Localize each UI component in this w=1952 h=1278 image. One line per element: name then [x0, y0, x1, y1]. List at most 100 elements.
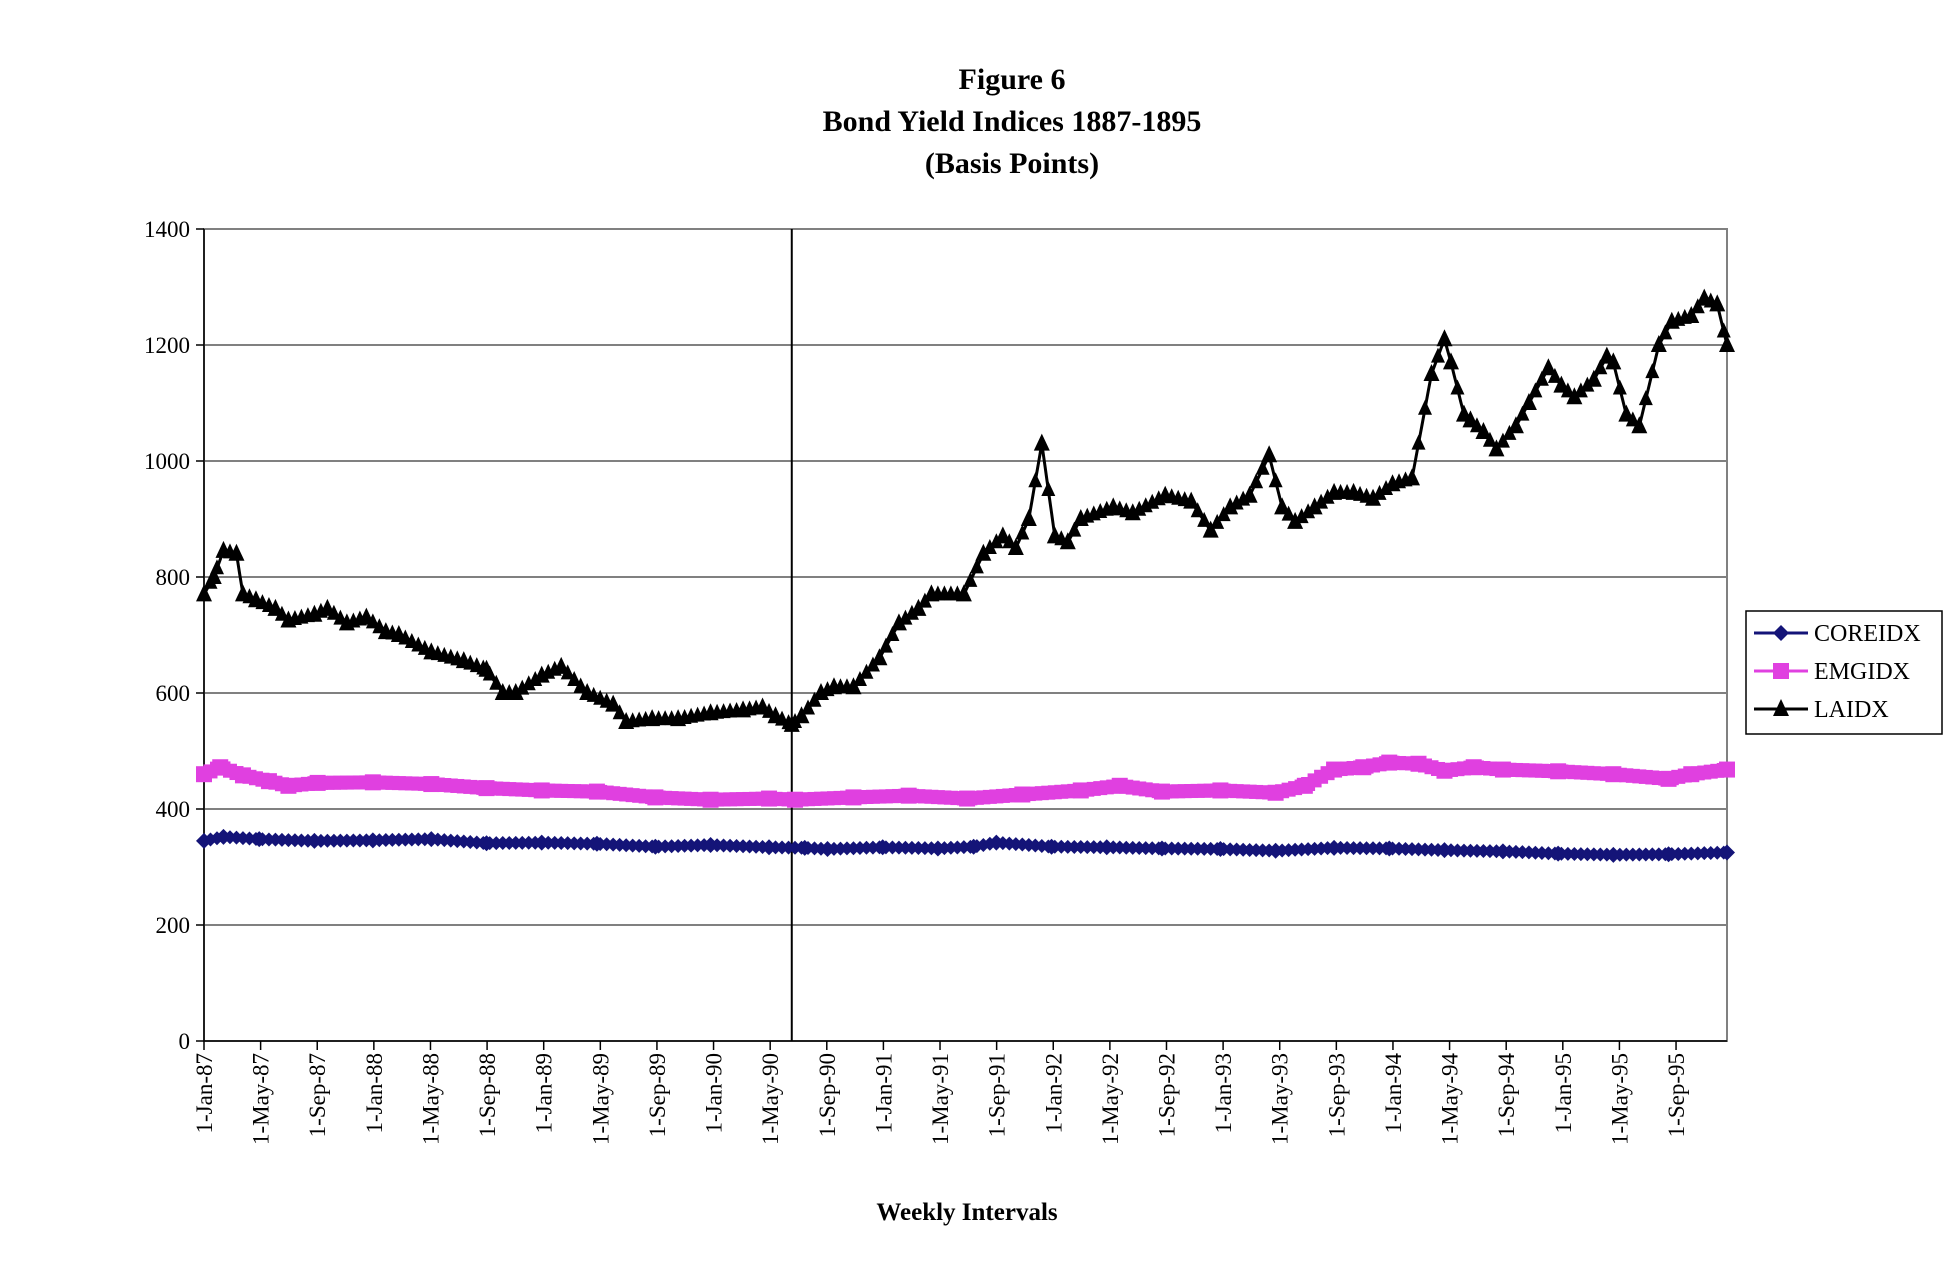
data-point	[1072, 782, 1089, 799]
data-point	[1202, 520, 1219, 538]
data-point	[1274, 497, 1291, 515]
data-point	[735, 700, 752, 718]
data-point	[1153, 840, 1170, 857]
data-point	[702, 836, 719, 853]
data-point	[1007, 538, 1024, 555]
x-axis-title: Weekly Intervals	[876, 1199, 1058, 1226]
data-marker	[1690, 298, 1705, 314]
data-marker	[963, 571, 978, 587]
y-tick-label: 800	[156, 565, 191, 590]
series-line	[202, 296, 1729, 727]
data-point	[871, 648, 888, 666]
data-point	[196, 766, 212, 783]
data-point	[358, 607, 375, 625]
data-point	[1098, 839, 1115, 856]
data-point	[994, 526, 1011, 544]
y-tick-label: 400	[156, 797, 191, 822]
data-marker	[1320, 488, 1335, 504]
data-point	[890, 613, 907, 631]
data-point	[761, 790, 778, 807]
data-point	[1719, 761, 1735, 778]
data-point	[1212, 782, 1229, 799]
data-point	[309, 774, 326, 791]
x-tick-label: 1-Sep-94	[1494, 1053, 1519, 1138]
data-point	[1465, 759, 1482, 776]
data-point	[644, 709, 661, 727]
data-point	[423, 776, 440, 793]
data-point	[783, 714, 800, 732]
data-marker	[1534, 370, 1549, 386]
data-point	[1618, 404, 1635, 422]
data-point	[533, 665, 550, 683]
x-tick-label: 1-May-91	[928, 1053, 953, 1145]
data-point	[1436, 842, 1453, 859]
x-axis: 1-Jan-87 1-May-87 1-Sep-87 1-Jan-88 1-May-88…	[192, 1040, 1727, 1145]
x-tick-label: 1-Jan-90	[702, 1053, 727, 1133]
data-point	[1719, 844, 1735, 861]
data-point	[1222, 497, 1239, 515]
data-point	[1436, 762, 1453, 779]
data-point	[955, 584, 972, 602]
data-marker	[365, 613, 380, 629]
data-point	[1566, 387, 1583, 405]
data-marker	[1041, 481, 1056, 496]
chart-title-line: Figure 6	[959, 63, 1066, 96]
data-point	[1326, 482, 1343, 500]
data-point	[1296, 777, 1313, 794]
data-point	[1381, 840, 1398, 857]
data-point	[553, 656, 570, 674]
data-point	[1410, 755, 1427, 772]
data-point	[215, 828, 232, 845]
data-point	[988, 834, 1005, 851]
data-point	[796, 839, 813, 856]
data-marker	[1015, 524, 1030, 540]
series-laidx	[196, 288, 1735, 732]
legend-marker	[1773, 699, 1789, 716]
data-marker	[1515, 405, 1530, 421]
data-point	[423, 831, 440, 848]
gridlines	[204, 344, 1727, 926]
data-point	[767, 706, 784, 724]
data-point	[1507, 416, 1524, 434]
data-marker	[1417, 399, 1432, 415]
data-point	[1660, 846, 1677, 863]
data-point	[1683, 766, 1700, 783]
data-point	[267, 598, 284, 616]
data-marker	[1190, 502, 1205, 518]
chart-title-line: Bond Yield Indices 1887-1895	[823, 105, 1202, 138]
data-point	[1241, 485, 1258, 503]
data-point	[1494, 761, 1511, 778]
legend-label: EMGIDX	[1814, 659, 1910, 685]
x-tick-label: 1-Jan-87	[192, 1053, 217, 1133]
x-tick-label: 1-Jan-91	[871, 1053, 896, 1133]
data-point	[845, 789, 862, 806]
data-marker	[1301, 503, 1316, 519]
data-marker	[1379, 480, 1394, 496]
plot-frame	[203, 228, 1728, 1042]
x-tick-label: 1-May-95	[1607, 1053, 1632, 1145]
data-marker	[1658, 324, 1673, 340]
data-marker	[1210, 513, 1225, 529]
data-point	[280, 777, 297, 794]
data-point	[1267, 842, 1284, 859]
data-point	[196, 584, 212, 602]
data-point	[1520, 393, 1537, 410]
data-marker	[1495, 432, 1510, 448]
data-marker	[1028, 472, 1043, 488]
legend-item-emgidx: EMGIDX	[1754, 659, 1910, 685]
data-point	[825, 677, 842, 695]
data-point	[251, 831, 268, 848]
data-marker	[567, 670, 582, 686]
data-point	[507, 683, 524, 700]
data-point	[1683, 306, 1700, 323]
data-point	[205, 567, 222, 584]
data-point	[1261, 445, 1278, 463]
data-marker	[878, 637, 893, 653]
data-point	[1494, 843, 1511, 860]
data-point	[1020, 509, 1037, 526]
data-marker	[573, 677, 588, 693]
chart-title-line: (Basis Points)	[925, 147, 1099, 180]
data-point	[793, 706, 810, 724]
data-point	[1124, 503, 1141, 521]
x-tick-label: 1-Sep-88	[475, 1053, 500, 1137]
